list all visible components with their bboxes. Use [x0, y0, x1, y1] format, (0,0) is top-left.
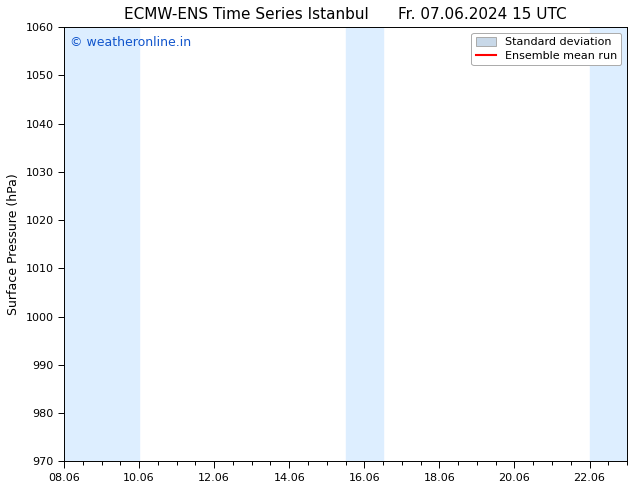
- Bar: [64, 27, 139, 461]
- Legend: Standard deviation, Ensemble mean run: Standard deviation, Ensemble mean run: [472, 33, 621, 65]
- Bar: [590, 27, 627, 461]
- Y-axis label: Surface Pressure (hPa): Surface Pressure (hPa): [7, 173, 20, 315]
- Title: ECMW-ENS Time Series Istanbul      Fr. 07.06.2024 15 UTC: ECMW-ENS Time Series Istanbul Fr. 07.06.…: [124, 7, 567, 22]
- Bar: [346, 27, 383, 461]
- Text: © weatheronline.in: © weatheronline.in: [70, 36, 191, 49]
